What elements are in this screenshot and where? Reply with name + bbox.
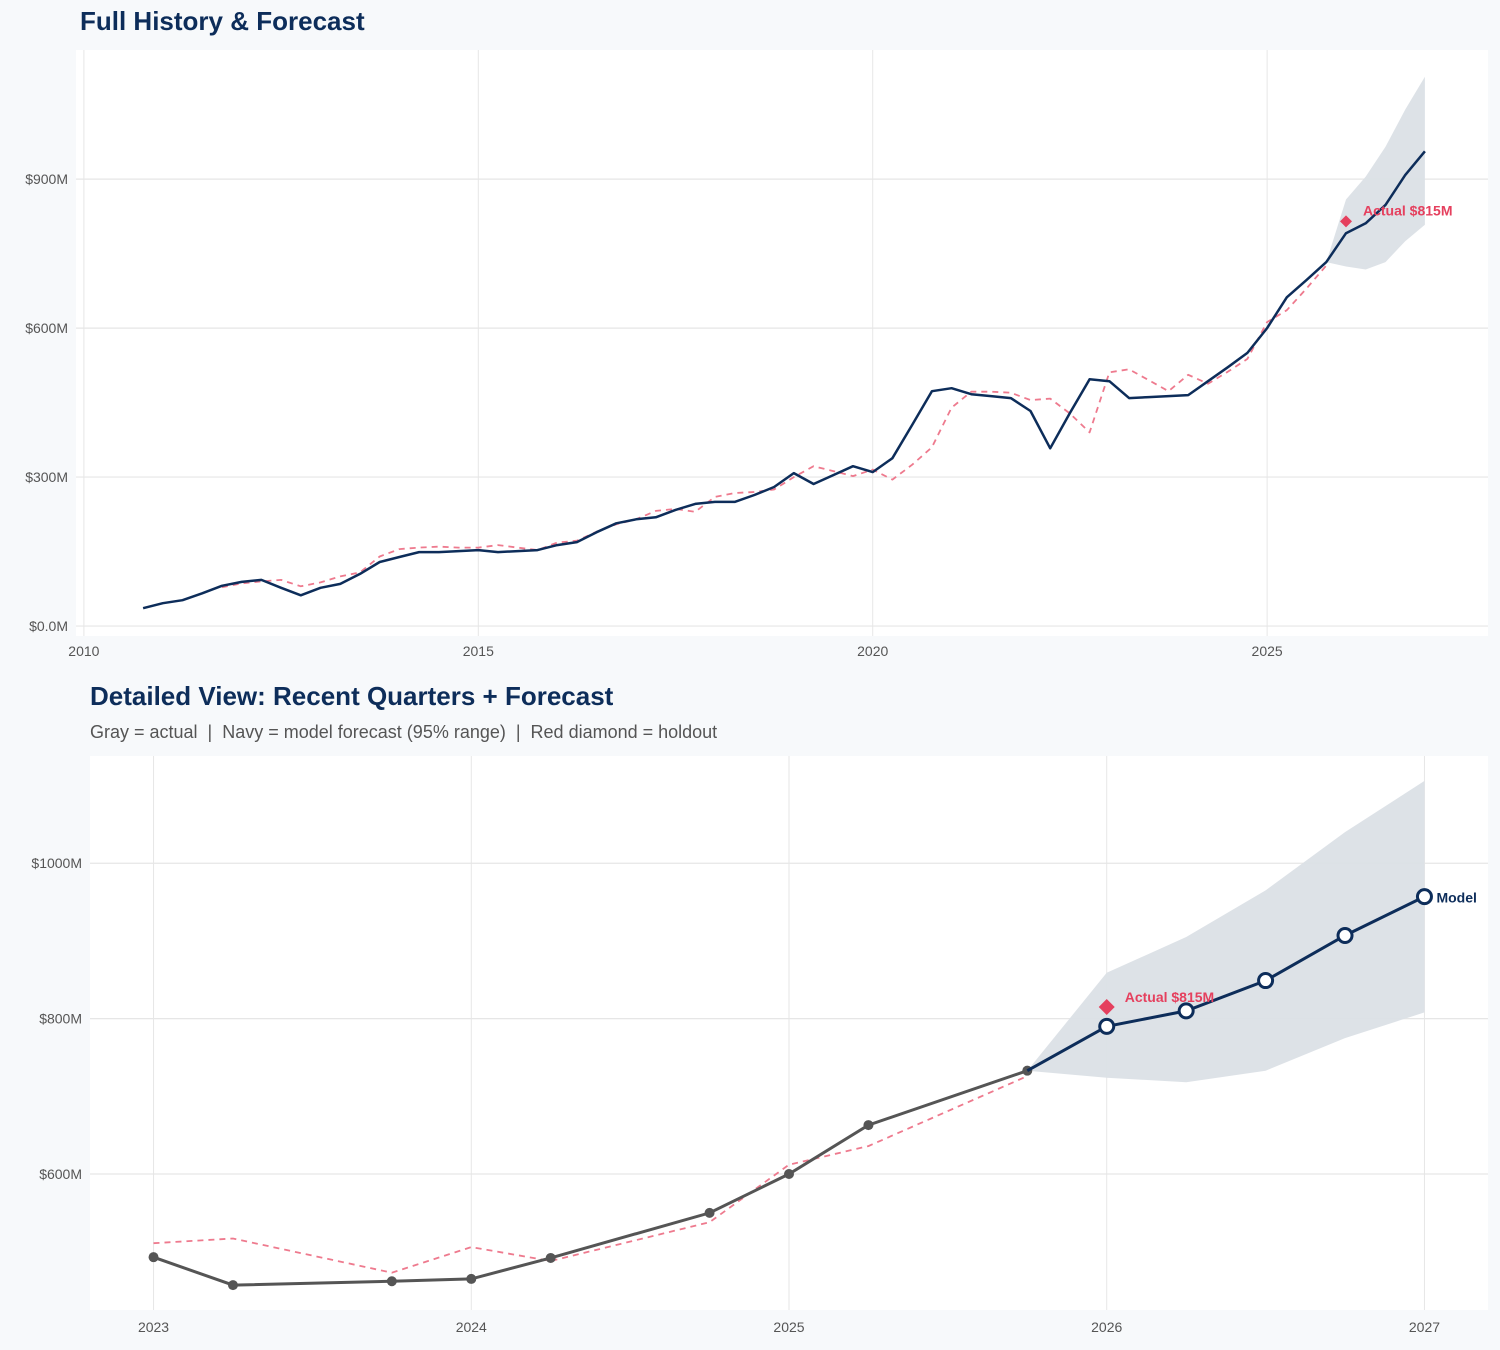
top-y-tick-label: $0.0M [29,618,68,634]
top-y-tick-label: $300M [25,469,68,485]
actual-point [545,1252,556,1263]
forecast-point [1336,926,1354,944]
bottom-y-tick-label: $1000M [31,855,82,871]
bottom-chart-subtitle: Gray = actual | Navy = model forecast (9… [90,722,718,742]
actual-point [863,1120,874,1131]
top-y-tick-label: $600M [25,320,68,336]
top-main-series-line [142,150,1426,610]
forecast-point [1098,1017,1116,1035]
top-chart-title: Full History & Forecast [80,6,365,36]
bottom-holdout-diamond [1098,998,1115,1015]
actual-point [784,1169,794,1180]
top-x-tick-label: 2020 [857,643,888,659]
bottom-y-tick-label: $600M [39,1166,82,1182]
top-x-tick-label: 2010 [68,643,99,659]
top-dashed-series-line [221,264,1327,589]
bottom-forecast-band [1027,780,1425,1083]
bottom-dashed-series-line [153,1075,1028,1274]
model-series-label: Model [1436,890,1476,906]
bottom-x-tick-label: 2024 [456,1319,487,1335]
bottom-forecast-line [1026,895,1426,1073]
actual-point [148,1252,159,1263]
forecast-point [1415,888,1433,906]
top-x-tick-label: 2025 [1252,643,1283,659]
top-holdout-diamond [1340,215,1353,228]
bottom-holdout-label: Actual $815M [1125,989,1214,1005]
top-holdout-label: Actual $815M [1363,202,1452,218]
actual-point [704,1207,715,1218]
actual-point [466,1273,477,1284]
bottom-x-tick-label: 2023 [138,1319,169,1335]
top-x-tick-label: 2015 [463,643,494,659]
bottom-x-tick-label: 2026 [1091,1319,1122,1335]
actual-point [227,1280,238,1291]
top-plot-area [76,50,1488,636]
bottom-x-tick-label: 2025 [773,1319,804,1335]
top-y-tick-label: $900M [25,171,68,187]
bottom-y-tick-label: $800M [39,1011,82,1027]
actual-point [386,1276,397,1287]
bottom-x-tick-label: 2027 [1409,1319,1440,1335]
forecast-point [1257,972,1275,990]
forecast-point [1177,1002,1195,1020]
bottom-chart-title: Detailed View: Recent Quarters + Forecas… [90,681,614,711]
